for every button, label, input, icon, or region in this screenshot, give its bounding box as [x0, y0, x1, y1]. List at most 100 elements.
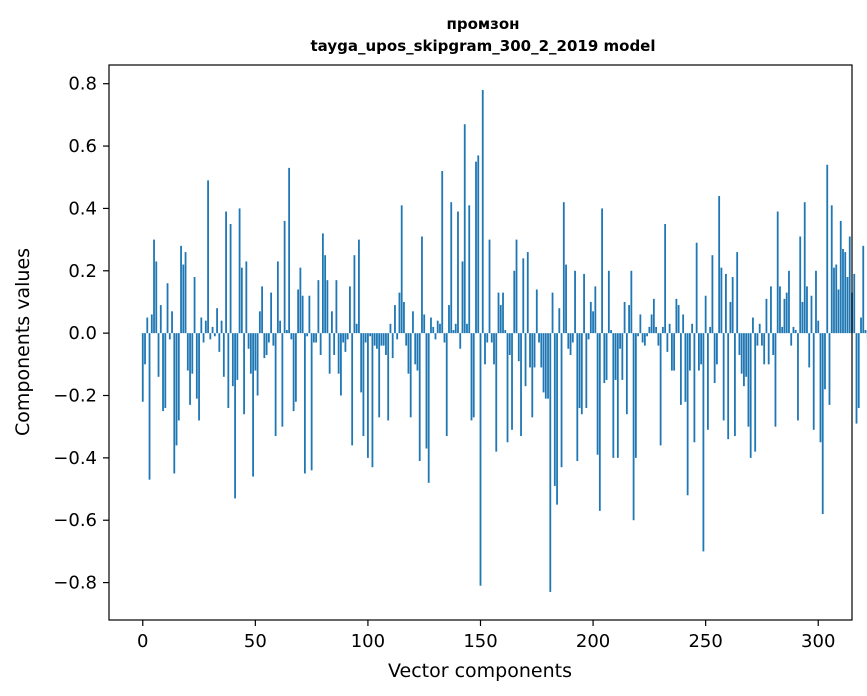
bar-221: [639, 314, 642, 334]
bar-276: [763, 333, 766, 365]
bar-241: [684, 333, 687, 402]
bar-247: [698, 333, 700, 371]
bar-249: [702, 333, 705, 552]
bar-83: [328, 333, 331, 374]
bar-168: [520, 333, 522, 437]
bar-53: [261, 286, 263, 334]
bar-242: [686, 333, 689, 496]
bar-10: [164, 333, 167, 408]
bar-140: [457, 211, 459, 334]
bar-133: [441, 171, 444, 334]
bar-60: [276, 261, 279, 334]
bar-45: [243, 333, 245, 415]
x-tick-label-100: 100: [351, 631, 385, 652]
bar-150: [479, 333, 482, 586]
bar-265: [738, 333, 741, 355]
bar-214: [623, 301, 626, 334]
bar-232: [664, 224, 667, 334]
bar-127: [427, 333, 430, 483]
bar-197: [585, 333, 588, 408]
y-tick-label-4: 0.0: [68, 323, 97, 344]
bar-307: [833, 267, 835, 334]
x-tick-label-150: 150: [463, 631, 497, 652]
bar-26: [200, 317, 203, 334]
bar-43: [238, 208, 241, 334]
bar-71: [301, 295, 304, 334]
bar-31: [211, 326, 214, 334]
x-axis-label: Vector components: [388, 660, 572, 682]
bar-182: [551, 292, 554, 334]
bar-111: [391, 333, 394, 359]
bar-177: [540, 333, 543, 368]
bar-165: [513, 270, 516, 334]
bar-185: [558, 308, 561, 334]
y-tick-label-0: −0.8: [53, 573, 97, 594]
bar-205: [603, 333, 606, 384]
bar-293: [801, 301, 804, 334]
bar-109: [387, 333, 390, 421]
bar-208: [610, 330, 612, 334]
bar-151: [481, 89, 484, 334]
bar-38: [227, 333, 230, 408]
bar-114: [398, 292, 401, 334]
bar-137: [450, 202, 453, 334]
bar-200: [592, 311, 594, 334]
bar-304: [826, 164, 829, 334]
bar-64: [285, 330, 288, 334]
bar-36: [222, 333, 225, 377]
bar-291: [797, 333, 799, 421]
bar-316: [853, 273, 856, 334]
bar-233: [666, 333, 669, 352]
bar-46: [245, 261, 248, 334]
bar-236: [673, 333, 676, 371]
bar-170: [524, 333, 527, 387]
bar-287: [788, 270, 790, 334]
bar-245: [693, 333, 696, 443]
bar-103: [373, 333, 376, 346]
bar-100: [367, 333, 369, 458]
bar-267: [743, 333, 745, 387]
bar-73: [306, 333, 309, 337]
bar-294: [803, 202, 806, 334]
x-tick-label-0: 0: [137, 631, 148, 652]
y-tick-label-5: 0.2: [68, 261, 97, 282]
bar-226: [650, 314, 653, 334]
bar-149: [477, 155, 480, 334]
bar-115: [400, 205, 403, 334]
bar-7: [157, 333, 160, 377]
bar-169: [522, 258, 525, 334]
x-axis-ticks: 0 50 100 150 200 250 300: [137, 620, 835, 652]
bar-52: [258, 311, 261, 334]
bar-264: [736, 252, 739, 334]
bar-305: [828, 333, 831, 405]
bar-98: [362, 333, 365, 437]
bar-159: [499, 305, 502, 334]
bar-25: [198, 333, 200, 421]
bar-178: [542, 333, 545, 393]
bar-16: [177, 333, 180, 421]
bar-269: [747, 333, 750, 427]
bar-284: [781, 326, 784, 334]
bar-128: [430, 317, 432, 334]
bar-184: [556, 333, 558, 505]
bar-3: [148, 333, 151, 480]
bar-210: [614, 333, 617, 380]
bar-58: [272, 333, 275, 346]
bar-199: [589, 301, 592, 334]
bar-188: [565, 264, 567, 334]
bar-295: [806, 286, 808, 334]
bar-40: [231, 333, 234, 387]
bar-15: [175, 333, 178, 446]
bar-254: [713, 333, 716, 384]
bar-283: [779, 286, 781, 334]
bar-218: [632, 333, 635, 521]
bar-239: [679, 333, 682, 405]
bar-119: [409, 333, 412, 418]
bar-8: [159, 305, 162, 334]
bar-144: [466, 323, 468, 334]
bar-194: [578, 333, 581, 408]
bar-50: [254, 333, 257, 371]
bar-260: [727, 333, 730, 440]
bar-306: [830, 205, 833, 334]
